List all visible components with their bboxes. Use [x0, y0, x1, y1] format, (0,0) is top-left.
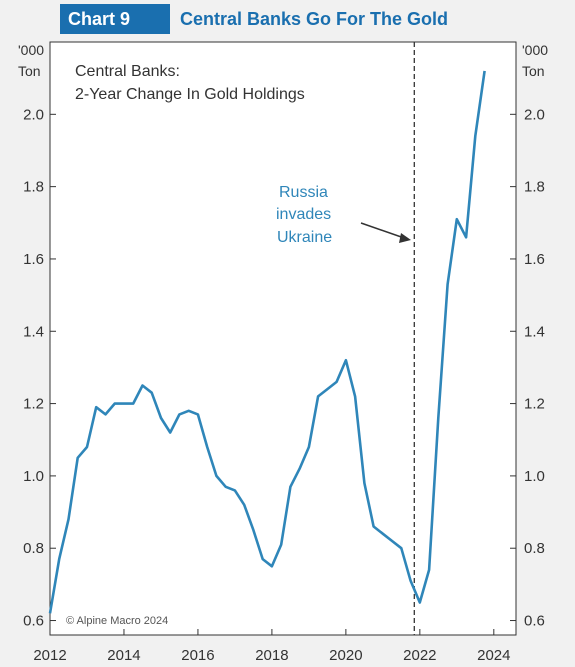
y-tick-right-label: 1.4	[524, 323, 545, 340]
annotation-arrow	[360, 222, 408, 240]
x-tick-label: 2014	[107, 647, 140, 664]
x-tick-label: 2020	[329, 647, 362, 664]
y-tick-right-label: 1.0	[524, 468, 545, 485]
y-tick-left-label: 1.8	[23, 179, 44, 196]
series-line	[48, 70, 486, 614]
y-tick-left-label: 1.2	[23, 396, 44, 413]
annotation-line1: Russia	[279, 184, 328, 201]
chart-subtitle-line2: 2-Year Change In Gold Holdings	[75, 86, 305, 103]
chart-subtitle-line1: Central Banks:	[75, 63, 180, 80]
unit-label-right-line1: '000	[522, 42, 548, 58]
x-tick-label: 2012	[33, 647, 66, 664]
copyright-credit: © Alpine Macro 2024	[66, 615, 168, 627]
y-tick-right-label: 1.6	[524, 251, 545, 268]
y-tick-left-label: 1.0	[23, 468, 44, 485]
x-tick-label: 2018	[255, 647, 288, 664]
y-tick-right-label: 0.6	[524, 613, 545, 630]
y-tick-left-label: 1.6	[23, 251, 44, 268]
x-axis: 2012 2014 2016 2018 2020 2022 2024	[33, 629, 510, 664]
x-tick-label: 2024	[477, 647, 510, 664]
x-tick-label: 2016	[181, 647, 214, 664]
y-tick-right-label: 2.0	[524, 106, 545, 123]
annotation-line2: invades	[276, 206, 331, 223]
annotation-line3: Ukraine	[277, 229, 332, 246]
plot-area	[49, 41, 517, 636]
chart-title: Central Banks Go For The Gold	[180, 9, 449, 29]
chart-number-badge: Chart 9	[60, 4, 170, 34]
y-tick-right-label: 1.2	[524, 396, 545, 413]
y-tick-right-label: 0.8	[524, 540, 545, 557]
y-tick-left-label: 1.4	[23, 323, 44, 340]
y-tick-left-label: 0.8	[23, 540, 44, 557]
unit-label-left-line2: Ton	[18, 63, 41, 79]
y-axis-right: 0.6 0.8 1.0 1.2 1.4 1.6 1.8 2.0	[510, 106, 545, 630]
unit-label-right-line2: Ton	[522, 63, 545, 79]
y-axis-left: 0.6 0.8 1.0 1.2 1.4 1.6 1.8 2.0	[23, 106, 56, 630]
arrow-head-icon	[399, 233, 411, 243]
chart-header: Chart 9 Central Banks Go For The Gold	[60, 4, 560, 34]
x-tick-label: 2022	[403, 647, 436, 664]
y-tick-left-label: 2.0	[23, 106, 44, 123]
y-tick-right-label: 1.8	[524, 179, 545, 196]
y-tick-left-label: 0.6	[23, 613, 44, 630]
unit-label-left-line1: '000	[18, 42, 44, 58]
